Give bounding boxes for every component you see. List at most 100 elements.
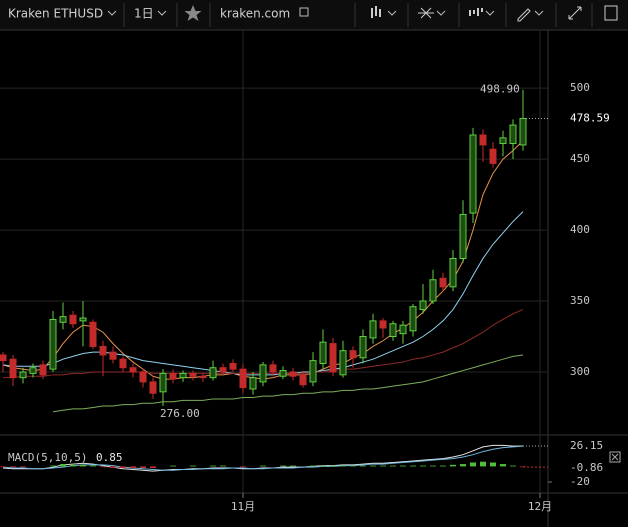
candle-body bbox=[179, 372, 187, 379]
candle-body bbox=[209, 367, 217, 379]
favorite-icon[interactable] bbox=[184, 5, 202, 21]
candle-body bbox=[449, 257, 457, 288]
candle-body bbox=[429, 279, 437, 302]
x-tick-label: 11月 bbox=[231, 500, 255, 513]
interval[interactable]: 1日 bbox=[134, 7, 154, 21]
histogram-bar bbox=[310, 465, 316, 467]
compare-icon[interactable] bbox=[469, 8, 483, 16]
candle-body bbox=[359, 336, 367, 359]
price-annotation: 276.00 bbox=[160, 407, 200, 420]
y-tick-label: -20 bbox=[570, 475, 590, 488]
last-value-label: -0.86 bbox=[570, 461, 603, 474]
candle-body bbox=[39, 364, 47, 376]
histogram-bar bbox=[410, 465, 416, 467]
histogram-bar bbox=[170, 465, 176, 467]
price-annotation: 498.90 bbox=[480, 83, 520, 96]
y-tick-label: 350 bbox=[570, 294, 590, 307]
histogram-bar bbox=[80, 464, 86, 467]
x-tick-label: 12月 bbox=[528, 500, 552, 513]
histogram-bar bbox=[0, 466, 6, 468]
close-pane-x[interactable] bbox=[611, 453, 619, 461]
candle-body bbox=[509, 124, 517, 145]
candle-body bbox=[199, 375, 207, 379]
toolbar bbox=[0, 0, 628, 30]
dropdown-icon[interactable] bbox=[485, 10, 495, 16]
candle-body bbox=[489, 148, 497, 164]
histogram-bar bbox=[290, 465, 296, 467]
histogram-bar bbox=[390, 465, 396, 467]
candle-body bbox=[59, 316, 67, 323]
histogram-bar bbox=[220, 465, 226, 467]
candle-body bbox=[139, 371, 147, 383]
histogram-bar bbox=[60, 464, 66, 467]
candle-body bbox=[169, 372, 177, 380]
dropdown-icon[interactable] bbox=[436, 10, 446, 16]
indicator-icon[interactable] bbox=[418, 7, 434, 19]
indicator-value: 0.85 bbox=[96, 451, 123, 464]
histogram-bar bbox=[340, 465, 346, 467]
indicator-title: MACD(5,10,5) bbox=[8, 451, 87, 464]
histogram-bar bbox=[350, 465, 356, 467]
histogram-bar bbox=[150, 466, 156, 468]
histogram-bar bbox=[70, 464, 76, 467]
candle-body bbox=[189, 372, 197, 377]
candle-body bbox=[459, 213, 467, 259]
histogram-bar bbox=[500, 464, 506, 467]
candle-body bbox=[479, 134, 487, 146]
histogram-bar bbox=[110, 466, 116, 468]
snapshot-icon[interactable] bbox=[604, 5, 618, 21]
candle-body bbox=[269, 364, 277, 373]
candle-body bbox=[519, 118, 527, 146]
histogram-bar bbox=[20, 466, 26, 468]
histogram-bar bbox=[440, 465, 446, 467]
candle-body bbox=[469, 134, 477, 214]
candle-body bbox=[279, 370, 287, 377]
histogram-bar bbox=[280, 465, 286, 467]
histogram-bar bbox=[460, 464, 466, 467]
fullscreen-icon[interactable] bbox=[568, 6, 582, 20]
candle-body bbox=[129, 367, 137, 373]
candle-body bbox=[349, 350, 357, 359]
y-tick-label: 300 bbox=[570, 365, 590, 378]
chart-type-icon[interactable] bbox=[371, 6, 381, 18]
histogram-bar bbox=[50, 465, 56, 467]
draw-icon[interactable] bbox=[517, 8, 531, 22]
macd-line bbox=[2, 444, 524, 472]
histogram-bar bbox=[140, 466, 146, 468]
candle-body bbox=[49, 318, 57, 370]
dropdown-icon[interactable] bbox=[387, 10, 397, 16]
candle-body bbox=[399, 324, 407, 335]
candle-body bbox=[299, 374, 307, 386]
histogram-bar bbox=[450, 464, 456, 467]
candle-body bbox=[19, 371, 27, 379]
histogram-bar bbox=[360, 465, 366, 467]
candle-body bbox=[109, 351, 117, 360]
candle-body bbox=[0, 354, 7, 362]
candle-body bbox=[419, 300, 427, 311]
candle-body bbox=[239, 368, 247, 389]
candle-body bbox=[259, 364, 267, 383]
candle-body bbox=[219, 367, 227, 373]
candle-body bbox=[79, 317, 87, 322]
link-icon[interactable] bbox=[299, 7, 309, 17]
candle-body bbox=[439, 277, 447, 288]
candle-body bbox=[319, 341, 327, 364]
histogram-bar bbox=[370, 465, 376, 467]
close-pane-icon[interactable] bbox=[609, 451, 621, 463]
symbol[interactable]: Kraken ETHUSD bbox=[8, 7, 103, 21]
dropdown-icon[interactable] bbox=[157, 10, 167, 16]
dropdown-icon[interactable] bbox=[107, 10, 117, 16]
last-price-label: 478.59 bbox=[570, 112, 610, 125]
y-tick-label: 450 bbox=[570, 152, 590, 165]
dropdown-icon[interactable] bbox=[534, 10, 544, 16]
candle-body bbox=[229, 362, 237, 370]
moving-average bbox=[2, 140, 524, 380]
site[interactable]: kraken.com bbox=[220, 7, 290, 21]
candle-body bbox=[159, 372, 167, 393]
macd-line bbox=[2, 445, 524, 471]
y-tick-label: 400 bbox=[570, 223, 590, 236]
candle-body bbox=[99, 345, 107, 356]
histogram-bar bbox=[490, 462, 496, 467]
